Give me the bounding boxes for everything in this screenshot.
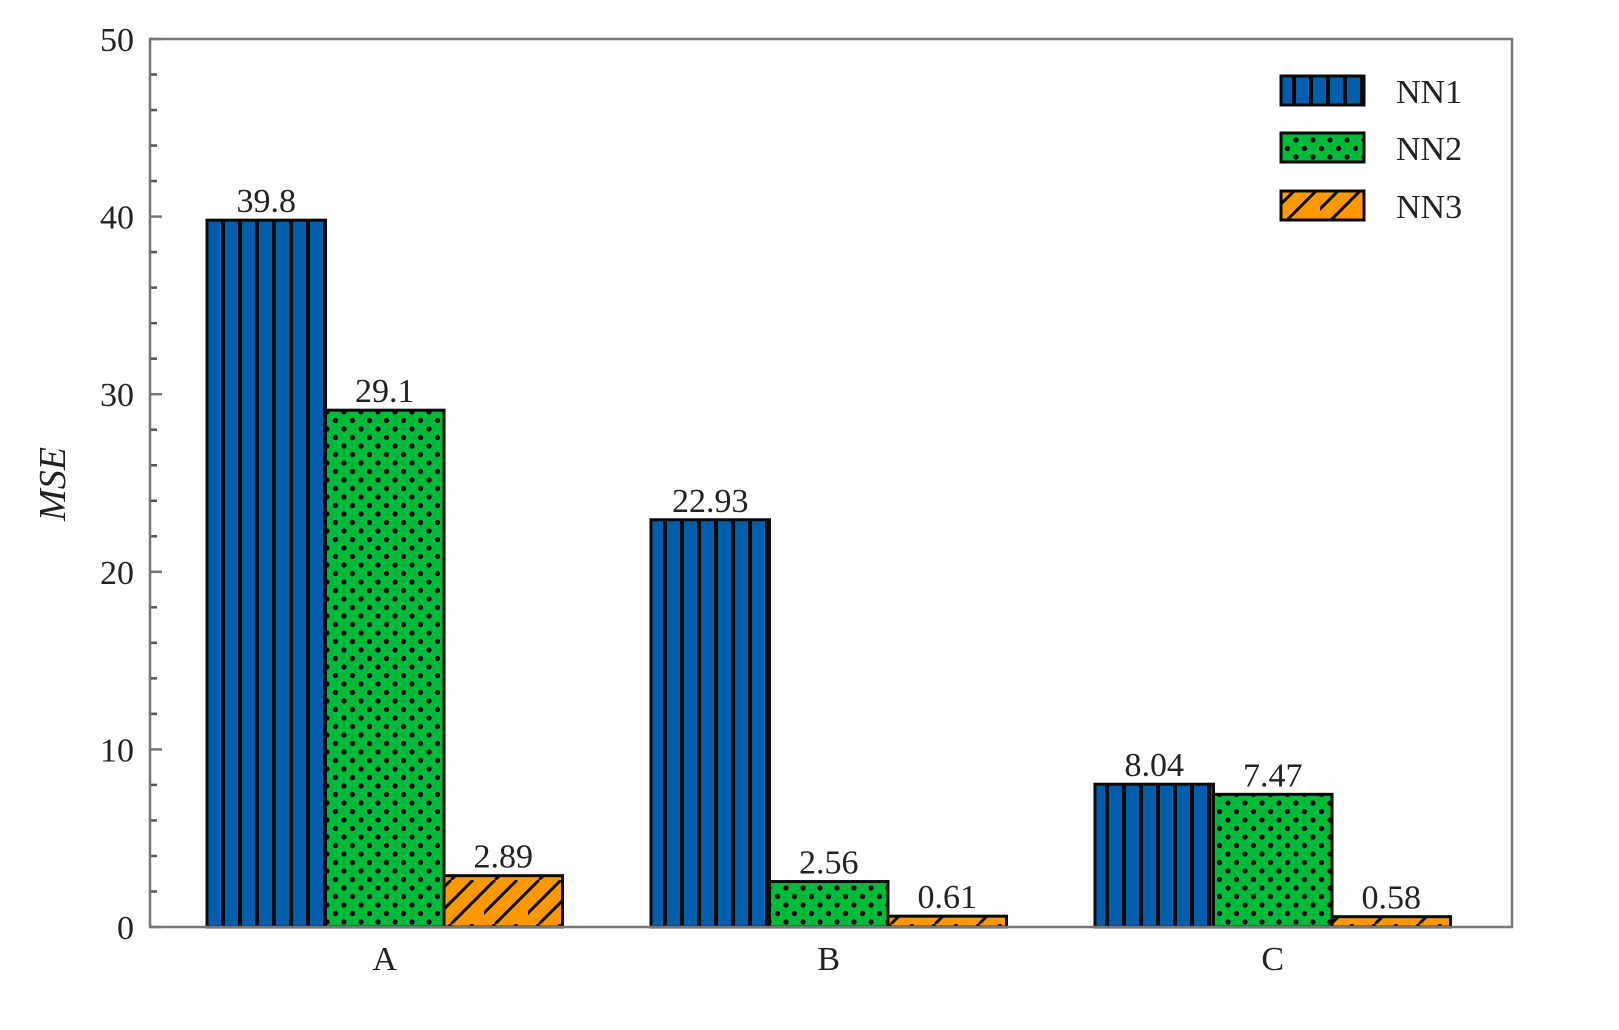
y-tick-label: 10 — [100, 732, 134, 769]
x-tick-label: C — [1261, 941, 1284, 978]
bar-nn2-c — [1212, 792, 1334, 929]
bar-value-label: 29.1 — [355, 373, 415, 410]
legend-item-nn2: NN2 — [1279, 131, 1462, 168]
y-tick-label: 20 — [100, 555, 134, 592]
y-tick-label: 0 — [117, 910, 134, 947]
y-axis-label: MSE — [32, 447, 74, 522]
bar-value-label: 39.8 — [237, 183, 297, 220]
bar-value-labels: 39.8 29.1 2.89 22.93 2.56 0.61 8.04 7.47 0.58 — [237, 183, 1422, 917]
bar-value-label: 22.93 — [672, 483, 749, 520]
legend-label: NN1 — [1396, 74, 1462, 111]
bar-nn1-a — [205, 218, 327, 929]
x-tick-label: A — [372, 941, 397, 978]
legend-label: NN3 — [1396, 189, 1462, 226]
y-axis-ticks: 0 10 20 30 40 50 — [100, 22, 162, 947]
bar-nn1-b — [649, 518, 771, 929]
legend-swatch-icon — [1279, 189, 1366, 222]
legend-item-nn1: NN1 — [1279, 74, 1462, 111]
bar-value-label: 8.04 — [1125, 747, 1185, 784]
bar-nn2-b — [768, 880, 890, 929]
y-tick-label: 40 — [100, 200, 134, 237]
bar-nn2-a — [324, 408, 446, 929]
bar-nn1-c — [1093, 782, 1215, 929]
y-tick-label: 50 — [100, 22, 134, 59]
x-axis-ticks: A B C — [372, 941, 1284, 978]
legend-label: NN2 — [1396, 131, 1462, 168]
bar-value-label: 7.47 — [1243, 757, 1303, 794]
bar-nn3-c — [1330, 915, 1452, 929]
y-tick-label: 30 — [100, 377, 134, 414]
bar-value-label: 0.58 — [1362, 880, 1422, 917]
plot-frame — [148, 37, 1514, 929]
legend-swatch-icon — [1279, 74, 1366, 107]
bars — [205, 218, 1452, 929]
x-tick-label: B — [817, 941, 840, 978]
bar-value-label: 2.56 — [799, 845, 859, 882]
bar-nn3-b — [886, 914, 1008, 929]
legend-item-nn3: NN3 — [1279, 189, 1462, 226]
y-axis-title: MSE — [32, 447, 74, 522]
bar-nn3-a — [442, 874, 564, 929]
legend-swatch-icon — [1279, 131, 1366, 164]
bar-value-label: 2.89 — [474, 839, 534, 876]
legend: NN1 NN2 NN3 — [1279, 74, 1462, 226]
bar-value-label: 0.61 — [918, 879, 978, 916]
